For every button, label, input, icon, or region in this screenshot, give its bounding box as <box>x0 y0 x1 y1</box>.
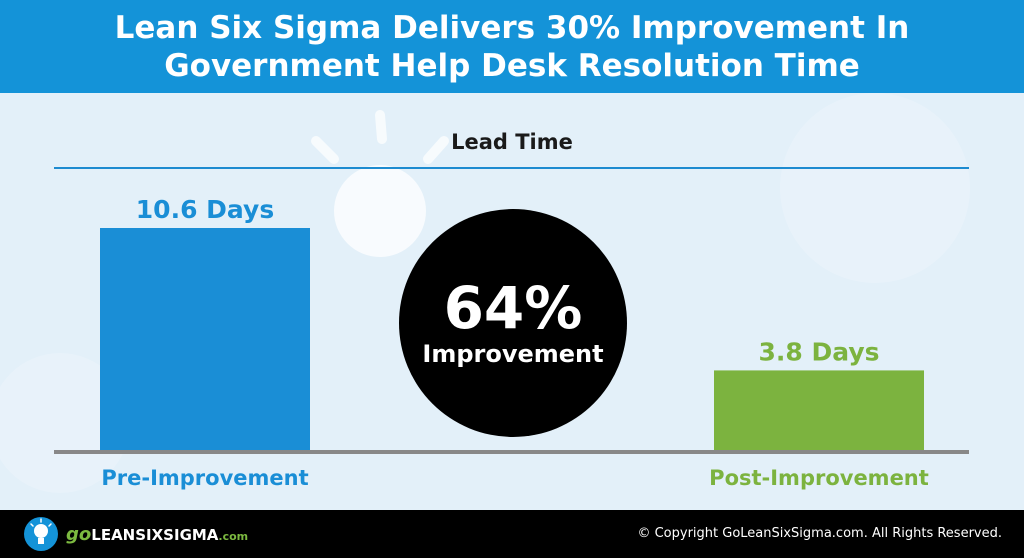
improvement-percent: 64% <box>443 274 583 342</box>
category-label-pre-improvement: Pre-Improvement <box>101 466 308 490</box>
value-label-pre-improvement: 10.6 Days <box>136 195 274 224</box>
logo-wordmark: goLEANSIXSIGMA.com <box>66 523 249 545</box>
footer-bar: goLEANSIXSIGMA.com © Copyright GoLeanSix… <box>0 510 1024 558</box>
chart-title: Lead Time <box>451 130 573 154</box>
copyright-notice: © Copyright GoLeanSixSigma.com. All Righ… <box>637 526 1002 541</box>
bar-pre-improvement <box>100 228 310 450</box>
lightbulb-watermark-icon <box>0 93 970 493</box>
value-label-post-improvement: 3.8 Days <box>758 337 879 366</box>
improvement-badge: 64% Improvement <box>399 209 627 437</box>
goleansixsigma-logo[interactable]: goLEANSIXSIGMA.com <box>24 516 248 552</box>
bar-post-improvement <box>714 370 924 450</box>
header-banner: Lean Six Sigma Delivers 30% Improvement … <box>0 0 1024 93</box>
lightbulb-logo-icon <box>24 517 58 551</box>
headline-line-2: Government Help Desk Resolution Time <box>164 47 860 84</box>
lead-time-bar-chart: 10.6 Days Pre-Improvement 3.8 Days Post-Imp… <box>54 195 969 490</box>
headline-line-1: Lean Six Sigma Delivers 30% Improvement … <box>114 9 910 46</box>
improvement-label: Improvement <box>422 340 604 368</box>
title-divider <box>54 167 969 169</box>
category-label-post-improvement: Post-Improvement <box>709 466 929 490</box>
background-decoration <box>0 93 1024 510</box>
